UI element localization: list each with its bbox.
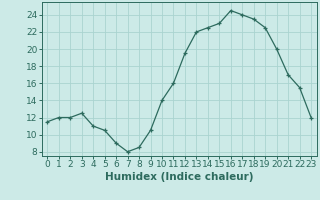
X-axis label: Humidex (Indice chaleur): Humidex (Indice chaleur): [105, 172, 253, 182]
